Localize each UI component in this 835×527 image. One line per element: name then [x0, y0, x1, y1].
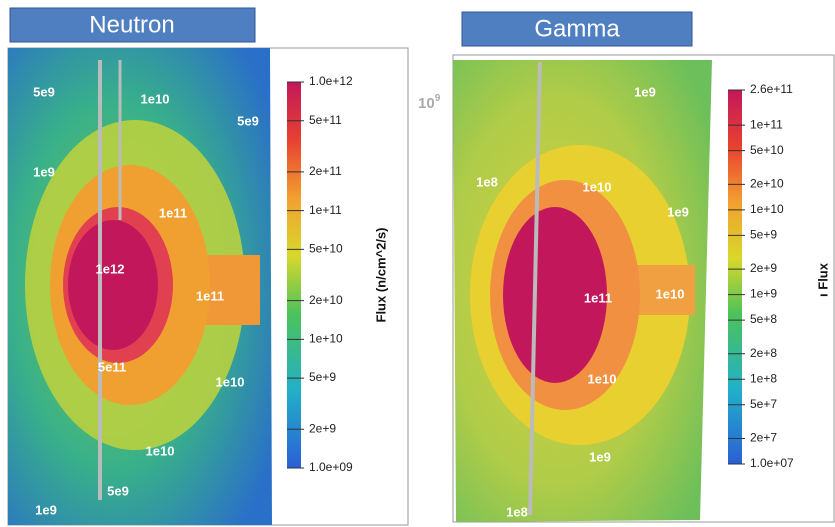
- contour-label: 5e9: [107, 483, 129, 498]
- contour-label: 1e9: [634, 84, 656, 99]
- title-box: [461, 11, 693, 47]
- contour-label: 1e9: [33, 164, 55, 179]
- contour-label: 1e8: [476, 174, 498, 189]
- colorbar-tick-label: 2e+8: [750, 346, 777, 360]
- colorbar-tick-label: 5e+7: [750, 397, 777, 411]
- contour-label: 1e9: [667, 204, 689, 219]
- colorbar-tick-label: 5e+10: [309, 242, 343, 256]
- colorbar-tick-label: 5e+8: [750, 312, 777, 326]
- colorbar-tick-label: 2e+9: [750, 261, 777, 275]
- colorbar-label: ı Flux: [815, 262, 830, 297]
- colorbar-label: Flux (n/cm^2/s): [373, 228, 388, 323]
- contour-label: 5e9: [33, 84, 55, 99]
- note-exponent: 9: [435, 93, 441, 104]
- contour-label: 1e10: [656, 286, 685, 301]
- colorbar-tick-label: 2e+7: [750, 431, 777, 445]
- colorbar-tick-label: 1e+11: [750, 117, 783, 131]
- contour-label: 1e8: [506, 504, 528, 519]
- contour-label: 1e10: [141, 91, 170, 106]
- title-box: [9, 7, 256, 43]
- contour-label: 1e11: [584, 290, 612, 305]
- colorbar-tick-label: 2e+10: [750, 177, 784, 191]
- colorbar-tick-label: 1e+8: [750, 371, 777, 385]
- contour-label: 1e11: [196, 288, 224, 303]
- contour-label: 1e10: [146, 443, 175, 458]
- contour-label: 1e10: [583, 179, 612, 194]
- colorbar-tick-label: 2e+10: [309, 293, 343, 307]
- note-base: 10: [418, 95, 435, 112]
- flux-zone: [68, 220, 158, 350]
- colorbar-tick-label: 5e+11: [309, 113, 342, 127]
- contour-label: 1e10: [588, 371, 617, 386]
- contour-label: 1e9: [589, 449, 611, 464]
- colorbar-tick-label: 1e+9: [750, 287, 777, 301]
- contour-label: 1e12: [96, 261, 125, 276]
- colorbar: [287, 82, 301, 468]
- contour-label: 1e11: [159, 205, 187, 220]
- colorbar-tick-label: 2e+9: [309, 421, 336, 435]
- colorbar: [728, 90, 742, 464]
- flux-zone: [503, 207, 607, 383]
- colorbar-tick-label: 5e+10: [750, 143, 784, 157]
- colorbar-tick-label: 1e+11: [309, 203, 342, 217]
- contour-label: 5e9: [237, 113, 259, 128]
- structure: [528, 61, 542, 516]
- colorbar-tick-label: 1.0e+09: [309, 460, 353, 474]
- contour-label: 5e11: [98, 359, 126, 374]
- colorbar-tick-label: 1.0e+12: [309, 74, 353, 88]
- colorbar-tick-label: 5e+9: [750, 228, 777, 242]
- colorbar-tick-label: 1e+10: [309, 332, 343, 346]
- colorbar-tick-label: 2.6e+11: [750, 82, 793, 96]
- contour-label: 1e10: [216, 374, 245, 389]
- colorbar-tick-label: 1.0e+07: [750, 456, 794, 470]
- contour-label: 1e9: [35, 502, 57, 517]
- panel-title: Neutron: [89, 11, 174, 38]
- colorbar-tick-label: 5e+9: [309, 370, 336, 384]
- colorbar-tick-label: 1e+10: [750, 202, 784, 216]
- panel-title: Gamma: [534, 15, 620, 42]
- colorbar-tick-label: 2e+11: [309, 164, 342, 178]
- note: 109: [418, 93, 441, 112]
